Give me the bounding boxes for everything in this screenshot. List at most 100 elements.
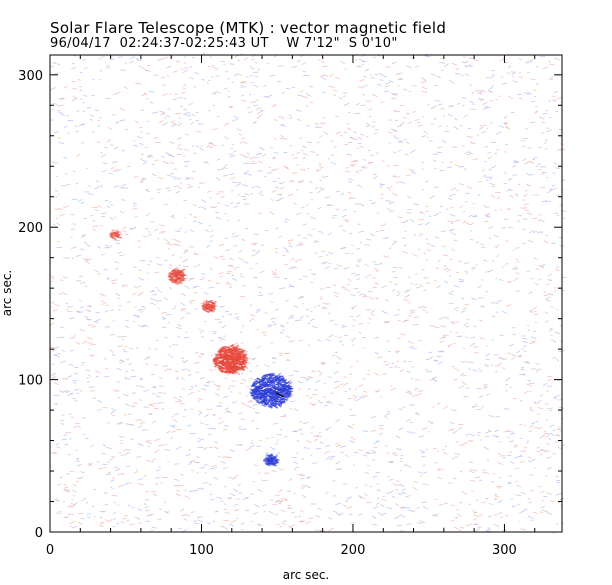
noise-negative <box>82 433 86 435</box>
noise-negative <box>382 512 387 515</box>
noise-negative <box>530 101 536 103</box>
noise-negative <box>285 88 291 90</box>
noise-positive <box>347 191 352 194</box>
noise-negative <box>468 151 474 155</box>
noise-negative <box>432 513 439 517</box>
noise-negative <box>215 510 218 513</box>
noise-positive <box>355 171 359 174</box>
noise-negative <box>475 476 481 479</box>
noise-positive <box>397 337 401 340</box>
noise-negative <box>372 56 376 59</box>
noise-positive <box>171 430 177 433</box>
noise-negative <box>243 198 247 200</box>
noise-positive <box>58 292 64 296</box>
noise-positive <box>101 295 107 297</box>
noise-negative <box>453 126 460 131</box>
noise-negative <box>116 367 122 371</box>
noise-negative <box>528 291 533 295</box>
noise-positive <box>433 117 437 120</box>
noise-positive <box>316 434 322 437</box>
noise-negative <box>253 276 258 279</box>
noise-negative <box>358 202 365 207</box>
noise-positive <box>85 243 91 248</box>
noise-negative <box>133 315 140 317</box>
noise-negative <box>347 425 351 428</box>
noise-positive <box>164 369 168 372</box>
noise-negative <box>245 496 250 499</box>
noise-negative <box>487 515 492 518</box>
noise-positive <box>442 334 449 337</box>
noise-negative <box>371 515 377 519</box>
noise-negative <box>419 449 426 453</box>
noise-negative <box>232 488 238 493</box>
noise-positive <box>368 296 374 300</box>
noise-negative <box>78 123 84 127</box>
noise-negative <box>399 122 405 126</box>
noise-positive <box>166 174 172 177</box>
noise-positive <box>541 499 544 502</box>
noise-negative <box>378 424 384 426</box>
noise-positive <box>529 519 534 521</box>
noise-negative <box>468 461 474 463</box>
noise-positive <box>497 452 501 456</box>
noise-positive <box>516 485 522 488</box>
noise-negative <box>422 471 427 475</box>
noise-negative <box>275 500 281 503</box>
noise-positive <box>287 193 293 197</box>
noise-positive <box>287 241 292 245</box>
noise-negative <box>257 112 261 114</box>
noise-positive <box>410 510 416 513</box>
noise-negative <box>49 87 56 91</box>
noise-negative <box>80 248 85 251</box>
noise-negative <box>540 219 545 223</box>
noise-positive <box>138 418 143 422</box>
noise-negative <box>356 248 361 250</box>
noise-positive <box>255 107 262 110</box>
noise-negative <box>468 214 473 218</box>
noise-positive <box>181 91 186 95</box>
noise-positive <box>213 446 219 450</box>
noise-negative <box>224 407 230 410</box>
noise-negative <box>125 449 131 451</box>
noise-positive <box>485 393 490 396</box>
noise-negative <box>180 508 185 512</box>
noise-negative <box>234 316 240 319</box>
noise-positive <box>144 146 149 148</box>
noise-negative <box>110 410 115 414</box>
noise-positive <box>211 464 217 468</box>
noise-positive <box>263 510 267 513</box>
noise-negative <box>238 483 241 487</box>
noise-positive <box>310 198 314 201</box>
noise-positive <box>79 471 85 474</box>
noise-negative <box>131 392 136 394</box>
noise-negative <box>211 301 216 304</box>
noise-negative <box>493 235 499 237</box>
noise-positive <box>280 181 285 184</box>
noise-negative <box>371 523 378 526</box>
noise-positive <box>256 345 261 349</box>
noise-negative <box>293 305 299 308</box>
noise-negative <box>490 75 495 79</box>
noise-negative <box>520 368 525 371</box>
noise-negative <box>300 432 304 435</box>
noise-positive <box>388 247 392 249</box>
noise-positive <box>270 301 274 303</box>
y-tick-label: 200 <box>18 221 43 236</box>
noise-positive <box>349 365 354 368</box>
noise-negative <box>458 426 463 431</box>
noise-positive <box>145 97 149 100</box>
noise-positive <box>70 213 75 216</box>
noise-positive <box>345 454 349 458</box>
noise-positive <box>238 257 244 261</box>
noise-negative <box>240 372 244 375</box>
noise-negative <box>81 362 86 364</box>
noise-negative <box>491 339 494 341</box>
noise-negative <box>346 496 352 500</box>
noise-positive <box>406 212 412 214</box>
noise-negative <box>122 335 128 338</box>
noise-positive <box>190 300 195 302</box>
noise-negative <box>527 71 531 73</box>
noise-negative <box>511 72 515 75</box>
noise-negative <box>391 289 396 292</box>
noise-positive <box>552 187 558 191</box>
